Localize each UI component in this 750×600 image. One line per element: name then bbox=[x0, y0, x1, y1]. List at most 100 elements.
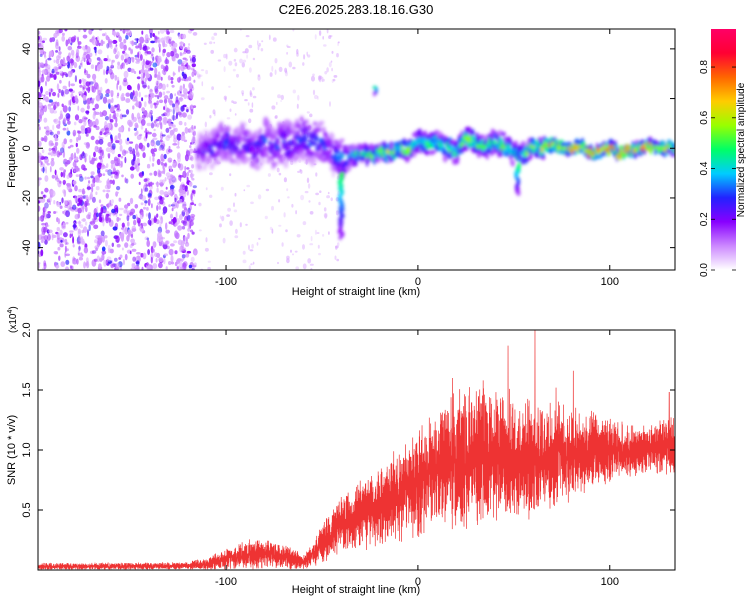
noise-blob bbox=[146, 237, 150, 241]
noise-blob bbox=[177, 155, 181, 163]
noise-blob bbox=[280, 94, 284, 101]
noise-blob bbox=[92, 113, 96, 120]
noise-blob bbox=[41, 156, 46, 160]
noise-blob bbox=[72, 161, 77, 168]
noise-blob bbox=[152, 62, 158, 68]
noise-blob bbox=[249, 90, 252, 96]
noise-blob bbox=[79, 84, 83, 88]
noise-blob bbox=[48, 197, 51, 201]
noise-blob bbox=[181, 246, 185, 252]
snr-multiplier-base: (x10 bbox=[8, 313, 19, 333]
noise-blob bbox=[188, 264, 193, 269]
noise-blob bbox=[190, 216, 195, 221]
noise-blob bbox=[172, 71, 175, 77]
noise-blob bbox=[267, 173, 271, 177]
noise-blob bbox=[40, 62, 44, 66]
ridge-blob bbox=[196, 158, 201, 162]
noise-blob bbox=[55, 39, 59, 46]
snr-x-ticks: -100 0 100 bbox=[215, 330, 619, 588]
noise-blob bbox=[287, 196, 290, 199]
noise-blob bbox=[176, 133, 182, 141]
noise-blob bbox=[245, 35, 250, 38]
noise-blob bbox=[249, 108, 254, 113]
noise-blob bbox=[186, 167, 190, 170]
ridge-blob bbox=[484, 134, 489, 139]
noise-blob bbox=[81, 241, 86, 245]
noise-blob bbox=[115, 191, 119, 194]
ridge-blob bbox=[498, 136, 502, 142]
noise-blob bbox=[86, 73, 91, 79]
noise-blob bbox=[131, 40, 135, 47]
noise-blob bbox=[42, 97, 46, 101]
noise-blob bbox=[150, 122, 155, 129]
noise-blob bbox=[156, 122, 160, 128]
noise-blob bbox=[69, 233, 72, 239]
noise-blob bbox=[38, 218, 42, 221]
noise-blob bbox=[187, 228, 191, 232]
noise-blob bbox=[119, 85, 122, 91]
noise-blob bbox=[138, 195, 142, 199]
noise-blob bbox=[57, 246, 61, 251]
noise-blob bbox=[149, 181, 153, 187]
ridge-blob bbox=[242, 158, 247, 165]
noise-blob bbox=[118, 126, 123, 133]
noise-blob bbox=[133, 153, 136, 162]
noise-blob bbox=[133, 71, 137, 74]
noise-blob bbox=[175, 53, 180, 59]
noise-blob bbox=[137, 83, 141, 91]
ridge-blob bbox=[292, 127, 296, 131]
noise-blob bbox=[102, 209, 107, 213]
noise-blob bbox=[168, 221, 172, 225]
noise-blob bbox=[68, 88, 73, 92]
noise-blob bbox=[136, 112, 141, 120]
noise-blob bbox=[121, 114, 127, 118]
noise-blob bbox=[83, 247, 89, 254]
noise-blob bbox=[181, 209, 187, 213]
noise-blob bbox=[191, 164, 195, 169]
noise-blob bbox=[40, 161, 43, 166]
noise-blob bbox=[77, 252, 80, 256]
noise-blob bbox=[49, 131, 54, 136]
noise-blob bbox=[95, 157, 98, 161]
noise-blob bbox=[174, 197, 177, 203]
noise-blob bbox=[172, 143, 178, 146]
ridge-blob bbox=[279, 157, 285, 165]
noise-blob bbox=[194, 251, 197, 255]
noise-blob bbox=[246, 184, 251, 188]
noise-blob bbox=[175, 211, 178, 219]
noise-blob bbox=[177, 91, 180, 95]
noise-blob bbox=[62, 85, 67, 90]
noise-blob bbox=[148, 93, 151, 101]
noise-blob bbox=[296, 234, 301, 238]
noise-blob bbox=[333, 75, 338, 78]
noise-blob bbox=[86, 104, 90, 110]
noise-blob bbox=[190, 193, 193, 201]
noise-blob bbox=[327, 191, 330, 195]
noise-blob bbox=[126, 214, 130, 222]
noise-blob bbox=[290, 160, 294, 166]
ridge-blob bbox=[259, 142, 264, 149]
snr-series-line bbox=[38, 330, 675, 570]
noise-blob bbox=[77, 132, 81, 139]
noise-blob bbox=[76, 48, 80, 56]
noise-blob bbox=[109, 119, 114, 123]
noise-blob bbox=[95, 191, 98, 196]
ridge-blob bbox=[456, 154, 460, 161]
noise-blob bbox=[182, 60, 187, 65]
noise-blob bbox=[165, 222, 168, 230]
noise-blob bbox=[291, 203, 294, 208]
ridge-blob bbox=[226, 125, 231, 133]
noise-blob bbox=[103, 235, 108, 239]
noise-blob bbox=[59, 229, 63, 236]
noise-blob bbox=[283, 177, 287, 183]
noise-blob bbox=[101, 128, 105, 132]
ridge-blob bbox=[246, 156, 250, 163]
noise-blob bbox=[191, 71, 195, 78]
noise-blob bbox=[78, 188, 82, 193]
noise-blob bbox=[111, 199, 114, 204]
noise-blob bbox=[335, 245, 339, 249]
noise-blob bbox=[84, 221, 88, 226]
noise-blob bbox=[81, 164, 86, 171]
noise-blob bbox=[57, 218, 61, 225]
noise-blob bbox=[232, 101, 237, 104]
